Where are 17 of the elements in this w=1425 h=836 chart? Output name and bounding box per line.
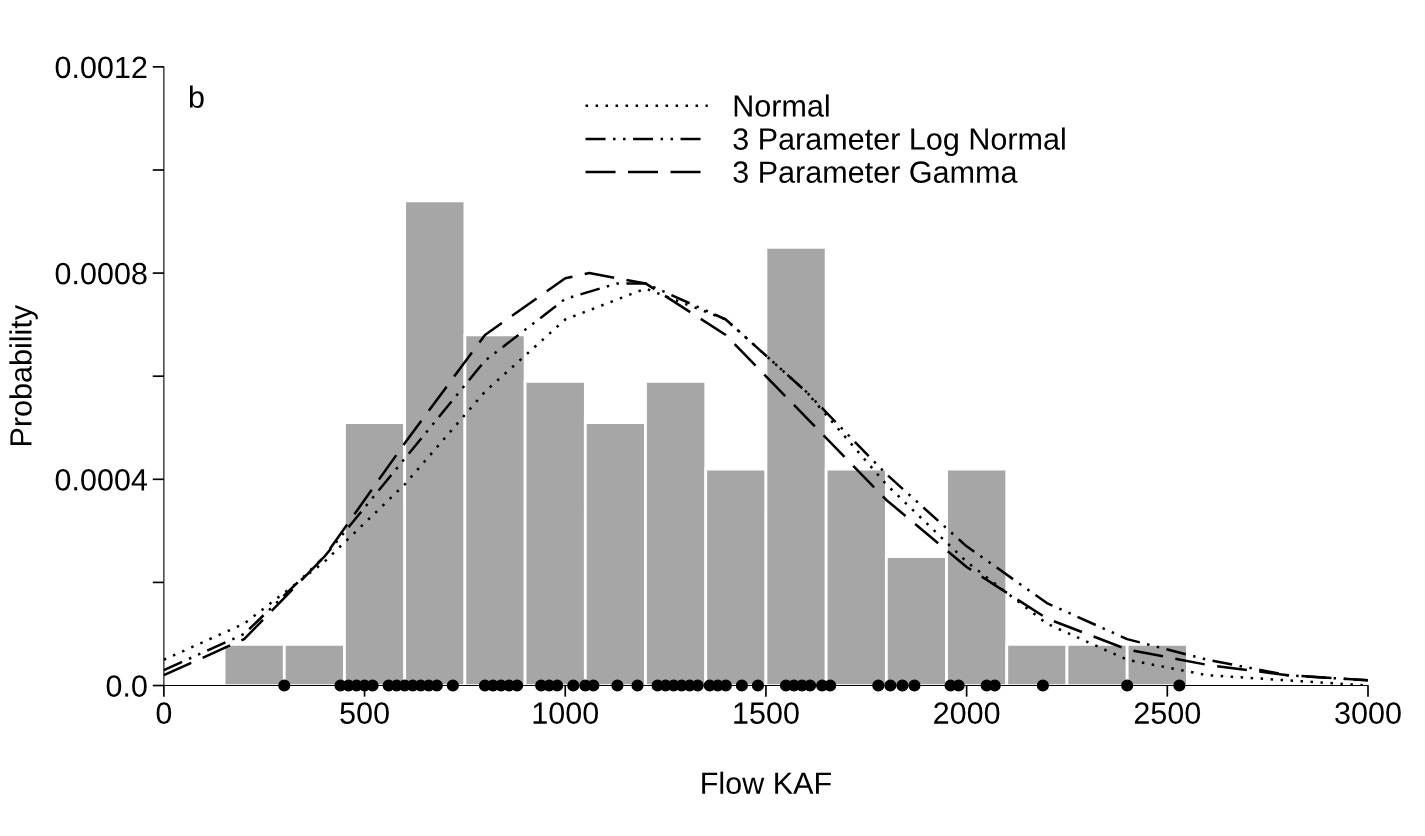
x-tick-label: 1500	[734, 702, 799, 724]
y-tick-label: 0.0008	[55, 262, 147, 285]
legend-label: 3 Parameter Log Normal	[733, 127, 1065, 156]
y-tick-label: 0.0	[106, 675, 147, 697]
y-axis-title: Probability	[9, 304, 38, 446]
x-tick-label: 2500	[1134, 702, 1201, 724]
annotation: b	[189, 85, 204, 108]
legend-label: 3 Parameter Gamma	[733, 161, 1018, 183]
x-tick-label: 1000	[533, 702, 599, 724]
y-tick-label: 0.0004	[55, 469, 148, 491]
x-tick-label: 0	[156, 702, 172, 724]
y-tick-label: 0.0012	[55, 56, 147, 79]
x-axis-title: Flow KAF	[702, 771, 831, 795]
legend-label: Normal	[734, 94, 829, 117]
x-tick-label: 3000	[1335, 702, 1401, 724]
x-tick-label: 500	[340, 702, 389, 724]
x-tick-label: 2000	[934, 702, 1000, 724]
